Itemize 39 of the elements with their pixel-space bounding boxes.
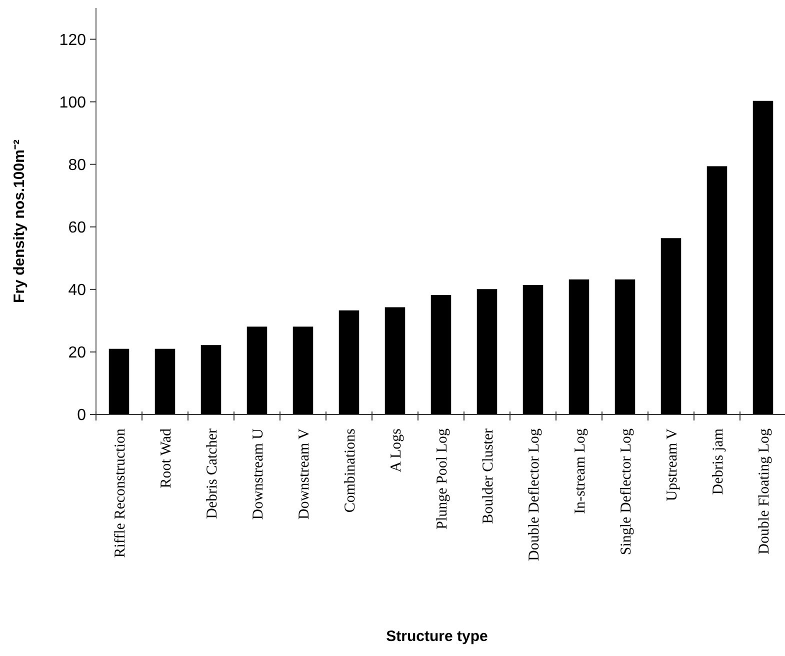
y-tick-label: 100 — [59, 94, 86, 112]
x-tick-label: Single Deflector Log — [618, 428, 634, 556]
bar — [200, 345, 222, 414]
bar — [246, 326, 268, 414]
bar — [430, 295, 452, 414]
bar — [752, 100, 774, 414]
y-tick-label: 0 — [77, 407, 86, 424]
y-tick-label: 120 — [59, 32, 86, 49]
x-tick-label: A Logs — [388, 428, 404, 472]
x-tick-label: Combinations — [342, 428, 358, 513]
bar — [338, 310, 360, 414]
x-tick-label: Boulder Cluster — [480, 428, 496, 524]
x-tick-label: Plunge Pool Log — [434, 428, 450, 530]
bar — [108, 348, 130, 414]
x-tick-label: In-stream Log — [572, 428, 588, 514]
y-tick-label: 80 — [68, 156, 86, 174]
y-axis-title: Fry density nos.100m⁻² — [11, 140, 28, 303]
x-tick-label: Double Deflector Log — [526, 428, 542, 561]
bar — [522, 285, 544, 414]
y-tick-label: 60 — [68, 219, 86, 236]
x-tick-label: Double Floating Log — [756, 428, 772, 554]
x-tick-label: Riffle Reconstruction — [112, 428, 128, 558]
y-tick-label: 20 — [68, 344, 86, 362]
x-tick-label: Downstream U — [250, 428, 266, 520]
bar — [706, 166, 728, 414]
x-tick-label: Debris Catcher — [204, 428, 220, 519]
x-tick-label: Debris jam — [710, 428, 726, 495]
x-tick-label: Upstream V — [664, 428, 680, 502]
bar — [660, 238, 682, 414]
x-axis-title: Structure type — [386, 628, 488, 645]
x-tick-label: Downstream V — [296, 428, 312, 520]
bar — [292, 326, 314, 414]
bar — [384, 307, 406, 414]
bar — [476, 289, 498, 414]
x-tick-label: Root Wad — [158, 428, 174, 488]
y-tick-label: 40 — [68, 282, 86, 300]
bar — [614, 279, 636, 414]
bar — [154, 348, 176, 414]
bar — [568, 279, 590, 414]
